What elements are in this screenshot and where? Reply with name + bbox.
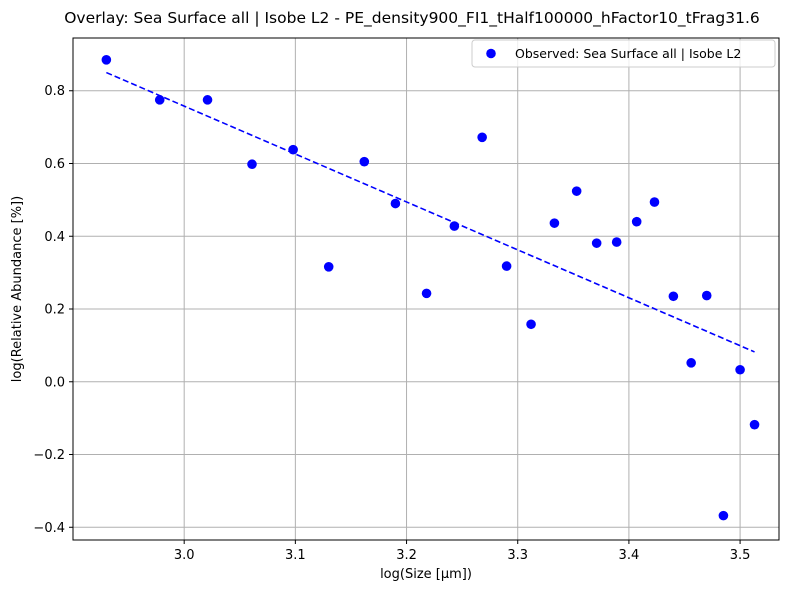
y-axis-label: log(Relative Abundance [%]) bbox=[10, 196, 25, 382]
data-point bbox=[501, 261, 512, 271]
data-point bbox=[390, 198, 401, 209]
data-point bbox=[571, 186, 582, 196]
data-point bbox=[649, 197, 660, 207]
data-point bbox=[735, 364, 745, 375]
data-point bbox=[288, 144, 298, 155]
data-point bbox=[749, 419, 760, 430]
data-point bbox=[323, 262, 334, 272]
legend-label-observed: Observed: Sea Surface all | Isobe L2 bbox=[515, 46, 741, 61]
grid-lines bbox=[73, 38, 779, 540]
x-tick-label: 3.4 bbox=[619, 548, 640, 563]
y-tick-label: −0.4 bbox=[33, 521, 65, 536]
regression-fit-line bbox=[106, 71, 755, 353]
x-tick-label: 3.1 bbox=[285, 548, 306, 563]
data-point bbox=[591, 238, 602, 248]
x-axis-label: log(Size [μm]) bbox=[380, 567, 472, 582]
plot-frame bbox=[72, 37, 780, 541]
data-point bbox=[477, 132, 487, 143]
data-point bbox=[202, 95, 213, 105]
data-point bbox=[718, 510, 729, 521]
data-point bbox=[631, 216, 642, 227]
data-point bbox=[449, 221, 460, 231]
data-point bbox=[421, 288, 432, 299]
data-point bbox=[154, 95, 165, 105]
y-axis-ticks: −0.4 −0.2 0.0 0.2 0.4 0.6 0.8 bbox=[33, 84, 73, 536]
y-tick-label: 0.0 bbox=[44, 375, 65, 390]
y-tick-label: −0.2 bbox=[33, 448, 65, 463]
x-tick-label: 3.5 bbox=[730, 548, 751, 563]
fit-line-layer bbox=[106, 71, 755, 353]
data-point bbox=[701, 290, 712, 301]
y-tick-label: 0.8 bbox=[44, 84, 65, 99]
data-point bbox=[101, 55, 112, 65]
x-tick-label: 3.0 bbox=[174, 548, 195, 563]
x-axis-ticks: 3.0 3.1 3.2 3.3 3.4 3.5 bbox=[174, 540, 751, 563]
y-tick-label: 0.2 bbox=[44, 303, 65, 318]
data-points bbox=[101, 55, 760, 521]
x-tick-label: 3.2 bbox=[396, 548, 417, 563]
legend-box bbox=[471, 39, 776, 68]
x-tick-label: 3.3 bbox=[507, 548, 528, 563]
data-point bbox=[668, 291, 679, 302]
data-point bbox=[686, 358, 696, 368]
data-point bbox=[247, 159, 257, 170]
y-tick-label: 0.4 bbox=[44, 230, 65, 245]
legend: Observed: Sea Surface all | Isobe L2 bbox=[471, 39, 776, 68]
legend-marker-observed bbox=[486, 48, 496, 59]
data-point bbox=[611, 237, 622, 247]
data-point bbox=[526, 319, 536, 330]
data-point bbox=[549, 218, 560, 228]
y-tick-label: 0.6 bbox=[44, 157, 65, 172]
data-point bbox=[359, 156, 370, 167]
chart-title: Overlay: Sea Surface all | Isobe L2 - PE… bbox=[64, 9, 760, 28]
